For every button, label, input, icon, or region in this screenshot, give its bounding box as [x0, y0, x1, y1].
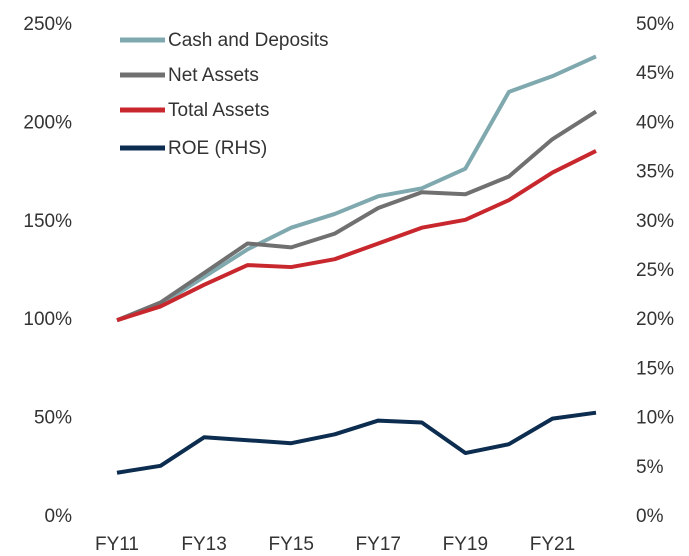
x-tick-label: FY15 [268, 534, 313, 555]
legend-label: Net Assets [168, 65, 259, 86]
series-line [116, 410, 597, 475]
y2-tick-label: 5% [636, 457, 664, 478]
legend-label: Cash and Deposits [168, 30, 329, 51]
series-line [116, 54, 597, 323]
x-tick-label: FY11 [95, 534, 139, 555]
y2-tick-label: 35% [636, 162, 674, 183]
x-tick-label: FY19 [443, 534, 488, 555]
y2-tick-label: 50% [636, 14, 674, 35]
y2-tick-label: 10% [636, 408, 674, 429]
y2-tick-label: 20% [636, 309, 674, 330]
series-line [116, 149, 597, 323]
x-tick-label: FY13 [181, 534, 226, 555]
y2-tick-label: 15% [636, 358, 674, 379]
legend-label: ROE (RHS) [168, 138, 267, 159]
y-tick-label: 250% [23, 14, 72, 35]
x-tick-label: FY17 [356, 534, 401, 555]
y2-tick-label: 45% [636, 63, 674, 84]
y-tick-label: 150% [23, 211, 72, 232]
y-tick-label: 50% [34, 408, 72, 429]
y2-tick-label: 0% [636, 506, 664, 527]
y-tick-label: 100% [23, 309, 72, 330]
legend-label: Total Assets [168, 100, 269, 121]
x-tick-label: FY21 [530, 534, 575, 555]
y2-tick-label: 30% [636, 211, 674, 232]
y2-tick-label: 40% [636, 112, 674, 133]
series-line [116, 109, 598, 323]
y2-tick-label: 25% [636, 260, 674, 281]
y-tick-label: 0% [45, 506, 73, 527]
y-tick-label: 200% [23, 112, 72, 133]
